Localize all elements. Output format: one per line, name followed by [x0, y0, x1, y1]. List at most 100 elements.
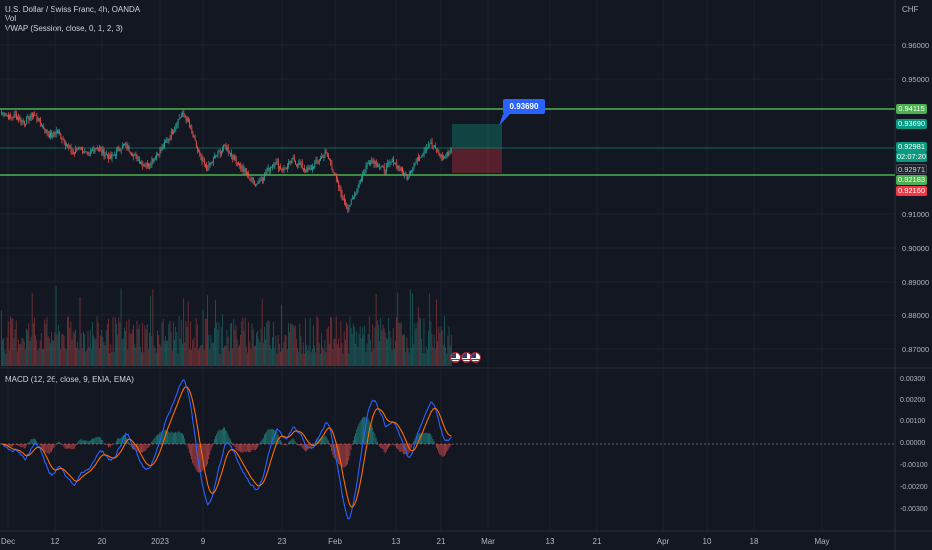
candle-body — [292, 158, 294, 159]
candle-body — [366, 164, 368, 167]
tag-resistance-price[interactable]: 0.94115 — [896, 104, 927, 114]
macd-histogram-bar — [196, 444, 198, 472]
candle-body — [13, 114, 15, 118]
candle-body — [303, 168, 304, 169]
volume-bar — [442, 345, 444, 366]
volume-bar — [247, 352, 248, 366]
volume-bar — [89, 329, 91, 366]
tag-vwap-price[interactable]: 0.92971 — [896, 164, 927, 174]
macd-histogram-bar — [331, 444, 333, 452]
macd-histogram-bar — [167, 431, 169, 444]
tag-target-price[interactable]: 0.93690 — [896, 119, 927, 129]
volume-bar — [424, 353, 426, 366]
target-price-callout[interactable]: 0.93690 — [503, 99, 545, 114]
candle-body — [389, 162, 391, 163]
candle-body — [280, 166, 282, 169]
volume-bar — [122, 338, 124, 366]
candle-body — [288, 162, 289, 166]
macd-histogram-bar — [110, 444, 112, 447]
vwap-indicator-label[interactable]: VWAP (Session, close, 0, 1, 2, 3) — [5, 24, 123, 33]
macd-histogram-bar — [346, 444, 347, 466]
macd-histogram-bar — [229, 439, 231, 444]
macd-indicator-label[interactable]: MACD (12, 26, close, 9, EMA, EMA) — [5, 375, 134, 384]
volume-bar — [75, 329, 76, 366]
volume-bar — [391, 350, 393, 366]
volume-bar — [95, 339, 97, 366]
candle-body — [416, 157, 418, 162]
macd-histogram-bar — [327, 440, 329, 444]
volume-bar — [128, 319, 130, 366]
macd-histogram-bar — [399, 444, 401, 453]
candle-body — [150, 164, 152, 166]
candle-body — [102, 149, 104, 153]
volume-bar — [234, 330, 236, 366]
candle-body — [173, 131, 174, 134]
macd-histogram-bar — [215, 436, 216, 444]
tag-stop-price[interactable]: 0.92160 — [896, 186, 927, 196]
tag-current-price[interactable]: 0.92981 — [896, 142, 927, 152]
macd-histogram-bar — [406, 444, 408, 456]
candle-body — [8, 115, 9, 119]
macd-histogram-bar — [252, 444, 254, 450]
candle-body — [383, 166, 385, 173]
volume-bar — [335, 316, 337, 366]
time-axis-label: 18 — [749, 537, 759, 546]
candle-body — [251, 177, 253, 180]
candle-body — [152, 159, 154, 162]
macd-histogram-bar — [129, 444, 131, 445]
volume-bar — [143, 352, 145, 366]
volume-bar — [221, 314, 223, 366]
us-flag-event-icon[interactable] — [470, 352, 481, 363]
macd-histogram-bar — [375, 437, 377, 444]
candle-body — [98, 148, 99, 149]
candle-body — [263, 178, 264, 181]
macd-histogram-bar — [414, 438, 416, 444]
volume-bar — [300, 336, 302, 366]
volume-bar — [309, 318, 311, 366]
volume-bar — [38, 348, 40, 366]
macd-histogram-bar — [436, 444, 437, 448]
candle-body — [358, 182, 360, 188]
tag-support-price[interactable]: 0.92183 — [896, 175, 927, 185]
candle-body — [262, 179, 263, 181]
volume-bar — [60, 349, 62, 366]
volume-bar — [118, 317, 120, 366]
macd-histogram-bar — [60, 443, 61, 444]
candle-body — [266, 171, 268, 174]
candle-body — [182, 112, 184, 116]
macd-histogram-bar — [363, 416, 364, 444]
position-stop-zone[interactable] — [452, 148, 502, 173]
macd-histogram-bar — [1, 444, 2, 445]
macd-histogram-bar — [53, 444, 55, 448]
volume-bar — [397, 292, 399, 366]
volume-bar — [349, 316, 351, 366]
candle-body — [21, 120, 23, 123]
macd-histogram-bar — [185, 442, 187, 444]
candle-body — [25, 124, 26, 126]
candle-body — [101, 148, 103, 153]
macd-histogram-bar — [450, 444, 452, 446]
candle-body — [293, 158, 295, 162]
volume-bar — [27, 330, 29, 366]
macd-histogram-bar — [138, 444, 140, 453]
volume-bar — [284, 335, 286, 366]
candle-body — [397, 165, 399, 168]
volume-bar — [51, 331, 52, 366]
vol-indicator-label[interactable]: Vol — [5, 14, 17, 23]
macd-histogram-bar — [228, 437, 230, 444]
candle-body — [386, 165, 387, 172]
candle-body — [50, 132, 51, 138]
volume-bar — [167, 340, 169, 366]
candle-body — [325, 151, 327, 154]
us-flag-event-icon[interactable] — [450, 352, 461, 363]
macd-histogram-bar — [145, 444, 147, 451]
macd-histogram-bar — [253, 444, 255, 451]
candle-body — [430, 141, 432, 144]
position-target-zone[interactable] — [452, 124, 502, 148]
macd-histogram-bar — [376, 441, 378, 444]
candle-body — [80, 147, 82, 150]
macd-histogram-bar — [13, 444, 15, 446]
symbol-title[interactable]: U.S. Dollar / Swiss Franc, 4h, OANDA — [5, 5, 141, 14]
candle-body — [272, 164, 274, 168]
